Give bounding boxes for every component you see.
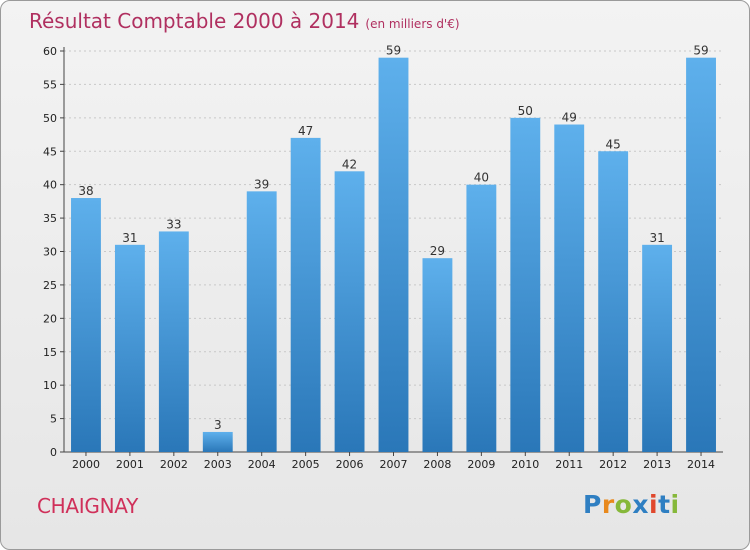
x-tick-label: 2001 (116, 458, 144, 471)
logo-letter: P (583, 490, 602, 519)
x-tick-label: 2003 (204, 458, 232, 471)
y-tick-label: 60 (43, 45, 57, 58)
bar (642, 244, 673, 452)
bars (71, 57, 716, 453)
bar (598, 151, 629, 452)
chart-title-text: Résultat Comptable 2000 à 2014 (29, 9, 360, 33)
bar (422, 258, 453, 452)
y-tick-label: 30 (43, 246, 57, 259)
value-label: 31 (649, 231, 664, 245)
y-tick-label: 20 (43, 312, 57, 325)
y-tick-label: 0 (50, 446, 57, 459)
logo-letter: t (658, 490, 671, 519)
x-tick-label: 2013 (643, 458, 671, 471)
x-tick-label: 2007 (380, 458, 408, 471)
value-label: 29 (430, 244, 445, 258)
location-name: CHAIGNAY (37, 494, 138, 518)
bar (334, 171, 365, 453)
x-tick-label: 2008 (423, 458, 451, 471)
y-tick-label: 10 (43, 379, 57, 392)
value-label: 47 (298, 124, 313, 138)
y-tick-label: 35 (43, 212, 57, 225)
y-tick-label: 55 (43, 78, 57, 91)
chart-subtitle: (en milliers d'€) (365, 17, 460, 31)
x-tick-label: 2011 (555, 458, 583, 471)
x-tick-label: 2002 (160, 458, 188, 471)
value-label: 40 (474, 171, 489, 185)
x-tick-label: 2014 (687, 458, 715, 471)
x-tick-label: 2000 (72, 458, 100, 471)
y-tick-label: 15 (43, 346, 57, 359)
bar (686, 57, 716, 452)
value-label: 59 (693, 44, 708, 58)
logo-letter: i (649, 490, 659, 519)
x-tick-label: 2004 (248, 458, 276, 471)
bar (246, 191, 277, 452)
bar (510, 117, 541, 452)
logo-letter: x (632, 490, 649, 519)
x-tick-label: 2012 (599, 458, 627, 471)
value-label: 39 (254, 177, 269, 191)
bar (466, 184, 497, 452)
value-label: 3 (214, 418, 222, 432)
bar (202, 431, 233, 452)
bar (114, 244, 145, 452)
chart-title: Résultat Comptable 2000 à 2014 (en millie… (29, 9, 460, 33)
value-label: 49 (562, 111, 577, 125)
y-tick-label: 40 (43, 179, 57, 192)
x-tick-label: 2010 (511, 458, 539, 471)
x-tick-label: 2009 (467, 458, 495, 471)
proxiti-logo: Proxiti (583, 490, 680, 519)
x-tick-label: 2006 (336, 458, 364, 471)
logo-letter: r (601, 490, 615, 519)
value-label: 45 (606, 137, 621, 151)
logo-letter: i (670, 490, 680, 519)
y-tick-label: 25 (43, 279, 57, 292)
y-tick-label: 50 (43, 112, 57, 125)
bar (71, 198, 101, 452)
x-tick-label: 2005 (292, 458, 320, 471)
value-label: 31 (122, 231, 137, 245)
value-label: 38 (78, 184, 93, 198)
value-label: 33 (166, 217, 181, 231)
value-label: 59 (386, 44, 401, 58)
bar (378, 57, 409, 452)
bar (290, 137, 321, 452)
value-label: 50 (518, 104, 533, 118)
bar (158, 231, 189, 452)
logo-letter: o (614, 490, 633, 519)
y-tick-label: 5 (50, 413, 57, 426)
y-tick-label: 45 (43, 145, 57, 158)
value-label: 42 (342, 157, 357, 171)
bar (554, 124, 585, 453)
